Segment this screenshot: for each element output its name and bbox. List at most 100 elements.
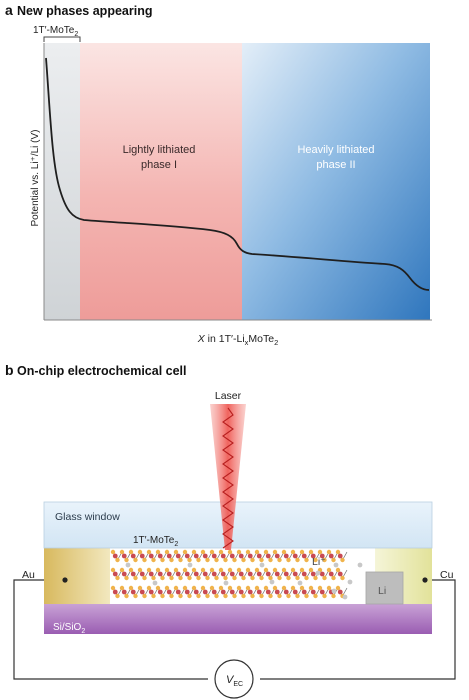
li-ion [342,594,348,600]
li-ion [187,562,193,568]
te-atom [164,585,170,591]
te-atom [277,593,282,599]
mo-atom [292,571,298,577]
mo-atom [319,589,325,595]
te-atom [214,593,219,599]
te-atom [214,557,219,563]
mo-atom [166,571,172,577]
mo-atom [337,589,343,595]
te-atom [124,575,129,581]
mo-atom [319,571,325,577]
te-atom [268,557,273,563]
te-atom [299,585,305,591]
te-atom [196,593,201,599]
te-atom [268,575,273,581]
te-atom [223,557,228,563]
te-atom [295,593,300,599]
te-atom [146,567,152,573]
li-electrode [365,571,404,605]
te-atom [313,593,318,599]
te-atom [119,567,125,573]
te-atom [322,593,327,599]
te-atom [160,557,165,563]
te-atom [254,567,260,573]
te-atom [254,585,260,591]
mo-atom [301,589,307,595]
mo-atom [157,571,163,577]
te-atom [137,585,143,591]
mo-atom [121,589,127,595]
te-atom [227,585,233,591]
te-atom [187,575,192,581]
te-atom [182,567,188,573]
mo-atom [130,589,136,595]
mo-atom [112,589,118,595]
te-atom [272,585,278,591]
circuit-wire [13,579,456,680]
te-atom [272,549,278,555]
te-atom [169,575,174,581]
te-atom [173,585,179,591]
te-atom [335,585,341,591]
li-ion [125,562,131,568]
te-atom [209,567,215,573]
mo-atom [112,571,118,577]
te-atom [290,567,296,573]
te-atom [245,585,251,591]
te-atom [290,549,296,555]
te-atom [295,575,300,581]
te-atom [209,585,215,591]
phase1-region [80,43,242,320]
te-atom [227,567,233,573]
mo-atom [247,571,253,577]
te-atom [196,575,201,581]
glass-window [43,501,433,549]
te-atom [272,567,278,573]
mo-atom [175,571,181,577]
te-atom [277,575,282,581]
mo-atom [121,553,127,559]
te-atom [223,575,228,581]
te-atom [178,557,183,563]
mote2-crystal [110,549,348,599]
te-atom [155,549,161,555]
te-atom [200,585,206,591]
mo-atom [184,571,190,577]
mo-atom [148,589,154,595]
te-atom [133,575,138,581]
te-atom [200,567,206,573]
te-atom [128,585,134,591]
mo-atom [274,589,280,595]
au-label: Au [22,569,35,581]
te-atom [142,557,147,563]
te-atom [169,557,174,563]
te-atom [277,557,282,563]
te-atom [241,575,246,581]
te-atom [241,593,246,599]
te-atom [110,549,116,555]
te-atom [317,585,323,591]
te-atom [128,549,134,555]
te-atom [169,593,174,599]
te-atom [313,575,318,581]
mo-atom [274,553,280,559]
mo-atom [238,589,244,595]
mo-atom [121,571,127,577]
li-ion [333,562,339,568]
mo-atom [283,571,289,577]
te-atom [200,549,206,555]
mo-atom [157,589,163,595]
pristine-region [44,43,80,320]
laser-wave [222,407,234,549]
te-atom [191,585,197,591]
y-axis-label: Potential vs. Li⁺/Li (V) [30,130,41,227]
phase2-label-line1: Heavily lithiated [297,144,374,156]
mo-atom [139,571,145,577]
te-atom [295,557,300,563]
mo-atom [130,571,136,577]
te-atom [155,567,161,573]
te-atom [304,593,309,599]
te-atom [304,557,309,563]
mote2-label: 1T′-MoTe2 [133,535,178,548]
te-atom [290,585,296,591]
